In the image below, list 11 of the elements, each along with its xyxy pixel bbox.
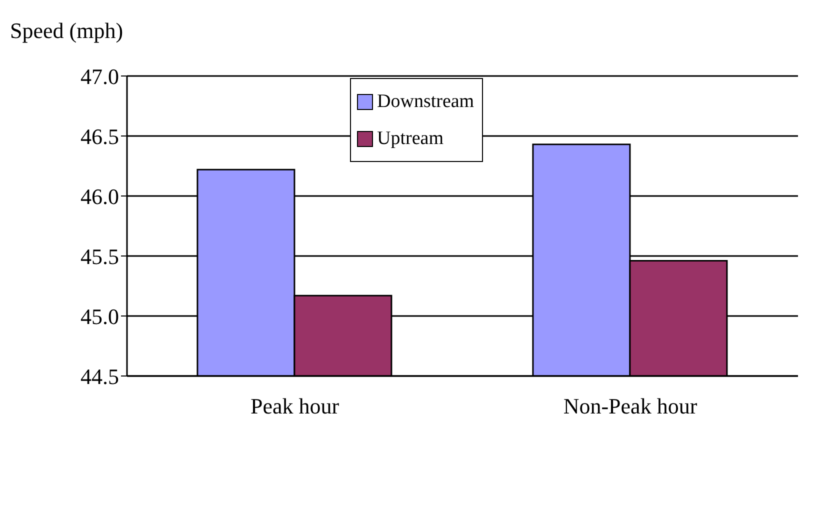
- legend-label: Uptream: [377, 128, 444, 150]
- legend-label: Downstream: [377, 90, 474, 112]
- y-tick-label: 46.5: [80, 124, 119, 149]
- y-tick-label: 45.5: [80, 244, 119, 269]
- y-tick-label: 46.0: [80, 184, 119, 209]
- y-tick-label: 45.0: [80, 304, 119, 329]
- x-tick-label: Non-Peak hour: [563, 394, 698, 419]
- y-axis-title: Speed (mph): [10, 18, 124, 44]
- y-tick-label: 47.0: [80, 64, 119, 89]
- y-tick-label: 44.5: [80, 364, 119, 389]
- x-tick-label: Peak hour: [250, 394, 340, 419]
